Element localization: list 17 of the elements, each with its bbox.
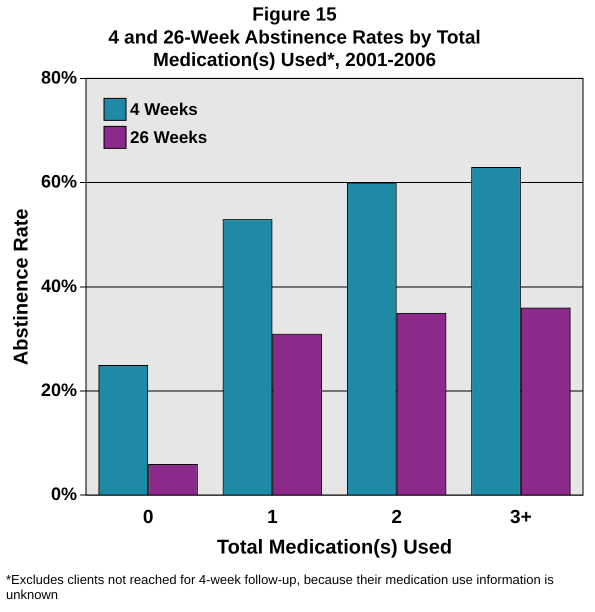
y-tick-label: 80% xyxy=(40,67,78,88)
y-axis-title: Abstinence Rate xyxy=(10,208,33,366)
x-tick-label: 1 xyxy=(267,506,278,528)
x-tick-label: 0 xyxy=(142,506,154,528)
text: Medication(s) Used*, 2001-2006 xyxy=(152,50,436,72)
text: 4 and 26-Week Abstinence Rates by Total xyxy=(108,27,481,48)
y-tick-label: 20% xyxy=(40,380,78,400)
y-tick-label: 40% xyxy=(40,276,78,296)
text: Figure 15 xyxy=(252,4,337,26)
text: *Excludes clients not reached for 4-week follow-up, because their medication use information is unknown xyxy=(6,572,555,602)
y-tick-label: 0% xyxy=(51,484,78,504)
y-tick-label: 60% xyxy=(40,172,78,192)
legend-label: 26 Weeks xyxy=(130,128,208,148)
x-tick-label: 2 xyxy=(391,506,402,528)
x-tick-label: 3+ xyxy=(510,506,532,528)
legend-label: 4 Weeks xyxy=(130,100,198,120)
x-axis-title: Total Medication(s) Used xyxy=(216,536,452,559)
